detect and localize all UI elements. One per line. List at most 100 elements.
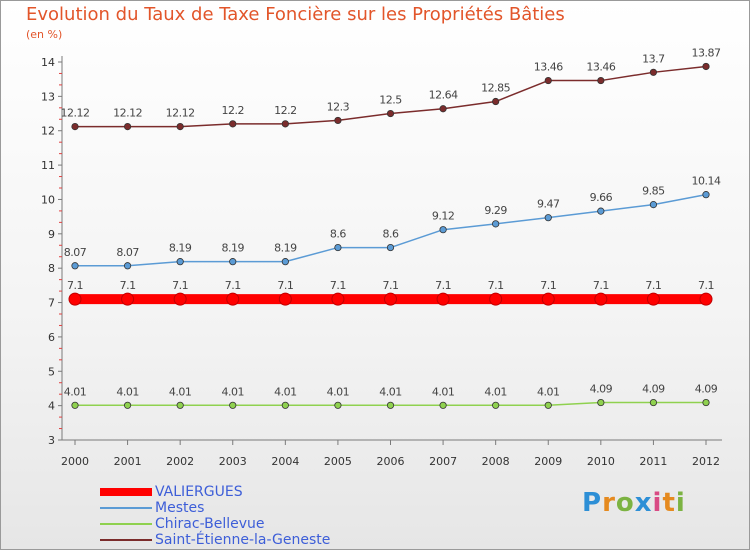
- data-label: 9.29: [484, 204, 507, 217]
- legend-label: Chirac-Bellevue: [155, 516, 265, 532]
- chart-title: Evolution du Taux de Taxe Foncière sur l…: [26, 4, 565, 25]
- x-tick-label: 2010: [587, 455, 615, 468]
- data-label: 4.09: [590, 383, 613, 396]
- legend-item: Chirac-Bellevue: [100, 516, 400, 532]
- legend-label: VALIERGUES: [155, 484, 243, 500]
- data-label: 12.2: [274, 104, 297, 117]
- data-label: 4.01: [537, 385, 560, 398]
- data-point: [123, 123, 132, 131]
- data-label: 12.12: [113, 107, 142, 120]
- data-label: 7.1: [593, 279, 609, 292]
- logo-letter: P: [582, 488, 603, 518]
- legend-label: Mestes: [155, 500, 205, 516]
- chart-legend: VALIERGUES Mestes Chirac-Bellevue Saint-Éti…: [100, 484, 400, 548]
- x-tick-label: 2006: [377, 455, 405, 468]
- data-point: [229, 401, 237, 409]
- data-point: [226, 292, 240, 306]
- data-point: [489, 292, 503, 306]
- data-point: [229, 120, 237, 128]
- logo-letter: i: [652, 488, 663, 518]
- data-label: 4.01: [379, 385, 402, 398]
- data-point: [597, 207, 605, 215]
- data-point: [597, 398, 605, 407]
- x-tick-label: 2011: [639, 455, 667, 468]
- y-tick-label: 13: [41, 90, 55, 103]
- data-point: [278, 292, 292, 306]
- legend-swatch: [100, 523, 152, 525]
- data-label: 8.07: [64, 246, 87, 259]
- data-point: [386, 109, 395, 118]
- data-label: 7.1: [383, 279, 399, 292]
- x-tick-label: 2003: [219, 455, 247, 468]
- data-point: [702, 398, 710, 407]
- x-tick-label: 2012: [692, 455, 720, 468]
- y-tick-label: 9: [48, 228, 55, 241]
- data-point: [176, 401, 184, 409]
- data-label: 7.1: [225, 279, 241, 292]
- data-point: [702, 62, 710, 71]
- logo-letter: i: [675, 488, 686, 518]
- data-label: 12.12: [166, 107, 195, 120]
- y-tick-label: 3: [48, 434, 55, 447]
- data-point: [544, 214, 552, 222]
- data-point: [334, 401, 342, 409]
- data-label: 4.01: [116, 385, 139, 398]
- y-tick-label: 12: [41, 125, 55, 138]
- data-point: [436, 292, 450, 306]
- data-point: [123, 401, 132, 409]
- data-label: 7.1: [277, 279, 293, 292]
- data-point: [492, 220, 500, 228]
- y-tick-label: 14: [41, 56, 55, 69]
- data-point: [331, 292, 345, 306]
- data-point: [439, 401, 447, 409]
- data-point: [68, 292, 82, 306]
- logo-letter: t: [662, 488, 676, 518]
- y-tick-label: 4: [48, 400, 55, 413]
- y-tick-label: 6: [48, 331, 55, 344]
- x-tick-label: 2007: [429, 455, 457, 468]
- data-label: 4.01: [327, 385, 350, 398]
- data-label: 13.87: [692, 46, 721, 59]
- data-point: [71, 262, 79, 270]
- data-label: 4.01: [484, 385, 507, 398]
- y-tick-label: 8: [48, 262, 55, 275]
- x-tick-label: 2009: [534, 455, 562, 468]
- legend-item: Saint-Étienne-la-Geneste: [100, 532, 400, 548]
- x-tick-label: 2000: [61, 455, 89, 468]
- legend-swatch: [100, 488, 152, 496]
- data-label: 4.01: [274, 385, 297, 398]
- logo-letter: r: [602, 488, 616, 518]
- data-point: [123, 262, 132, 270]
- data-point: [71, 401, 79, 409]
- data-label: 4.09: [642, 383, 665, 396]
- data-label: 9.12: [432, 210, 455, 223]
- legend-item: VALIERGUES: [100, 484, 400, 500]
- y-tick-label: 7: [48, 297, 55, 310]
- legend-label: Saint-Étienne-la-Geneste: [155, 532, 331, 548]
- data-point: [649, 201, 658, 209]
- data-point: [334, 116, 342, 125]
- data-label: 4.01: [222, 385, 245, 398]
- data-label: 7.1: [330, 279, 346, 292]
- y-tick-label: 5: [48, 365, 55, 378]
- x-tick-label: 2004: [271, 455, 299, 468]
- data-label: 8.19: [169, 242, 192, 255]
- data-point: [281, 120, 289, 128]
- data-point: [702, 191, 710, 199]
- data-point: [492, 97, 500, 106]
- logo-letter: o: [615, 488, 635, 518]
- data-point: [384, 292, 397, 306]
- data-label: 9.47: [537, 198, 560, 211]
- data-label: 12.2: [222, 104, 245, 117]
- data-label: 7.1: [698, 279, 714, 292]
- data-label: 12.3: [327, 100, 350, 113]
- data-point: [386, 243, 395, 252]
- data-point: [649, 398, 658, 407]
- data-point: [176, 258, 184, 266]
- data-point: [597, 76, 605, 85]
- data-point: [173, 292, 187, 306]
- legend-swatch: [100, 539, 152, 541]
- data-point: [281, 258, 289, 266]
- data-label: 12.64: [429, 89, 458, 102]
